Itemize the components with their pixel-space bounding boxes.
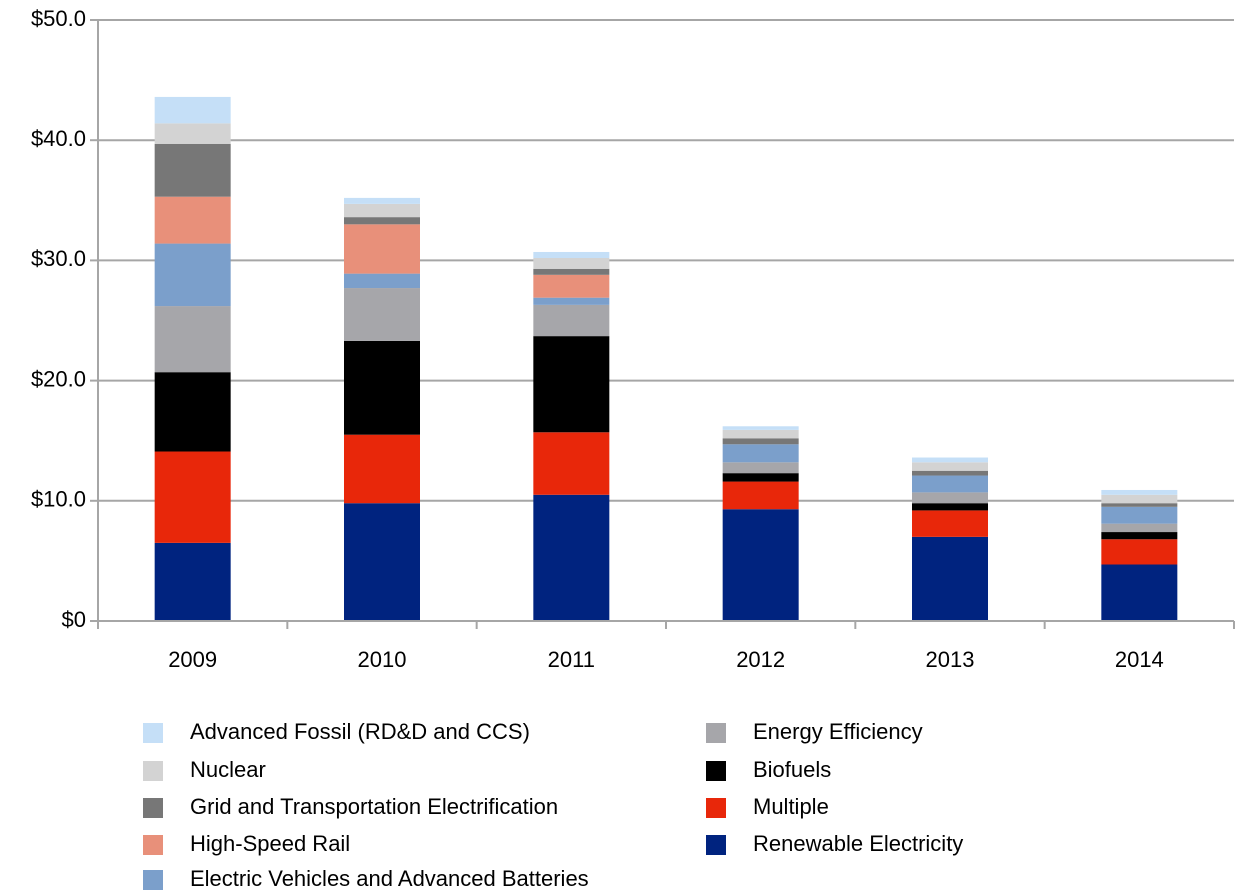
y-tick-label: $0	[62, 607, 86, 632]
legend-swatch	[706, 761, 726, 781]
x-tick-label: 2014	[1115, 647, 1164, 672]
bar-segment	[533, 494, 610, 621]
bar-segment	[1101, 532, 1178, 540]
bar-segment	[154, 123, 231, 144]
bar-segment	[912, 510, 988, 537]
bar-segment	[533, 251, 610, 258]
legend-swatch	[706, 835, 726, 855]
bar-segment	[912, 457, 988, 463]
bar-segment	[912, 470, 988, 476]
bar-segment	[154, 243, 231, 307]
bar-segment	[154, 542, 231, 621]
legend-label: Advanced Fossil (RD&D and CCS)	[190, 719, 530, 744]
bar-segment	[154, 451, 231, 543]
bar-segment	[533, 304, 610, 337]
bar-segment	[912, 462, 988, 471]
bar-segment	[722, 429, 799, 439]
y-tick-label: $50.0	[31, 6, 86, 31]
bar-segment	[722, 509, 799, 621]
x-tick-label: 2009	[168, 647, 217, 672]
bar-segment	[344, 273, 420, 289]
bar-segment	[344, 203, 420, 218]
bar-segment	[533, 336, 610, 433]
bar-segment	[1101, 564, 1178, 621]
y-tick-label: $10.0	[31, 487, 86, 512]
bar-segment	[1101, 494, 1178, 504]
x-tick-label: 2011	[548, 647, 595, 672]
x-tick-label: 2012	[736, 647, 785, 672]
bar-segment	[154, 372, 231, 452]
legend-label: Nuclear	[190, 757, 266, 782]
bar-segment	[722, 462, 799, 474]
legend-label: Energy Efficiency	[753, 719, 923, 744]
legend-swatch	[706, 723, 726, 743]
bar-segment	[1101, 539, 1178, 565]
legend-swatch	[143, 761, 163, 781]
legend-swatch	[143, 835, 163, 855]
bar-segment	[912, 475, 988, 493]
bar-segment	[912, 536, 988, 621]
bar-segment	[154, 96, 231, 124]
bar-segment	[344, 340, 420, 435]
bar-segment	[1101, 523, 1178, 533]
bar-segment	[722, 426, 799, 430]
bar-segment	[154, 306, 231, 373]
y-tick-label: $20.0	[31, 366, 86, 391]
bar-segment	[344, 197, 420, 204]
legend-swatch	[143, 723, 163, 743]
legend-swatch	[143, 870, 163, 890]
bar-segment	[533, 432, 610, 495]
legend-label: Renewable Electricity	[753, 831, 963, 856]
bar-segment	[154, 143, 231, 197]
bar-segment	[344, 434, 420, 504]
legend-swatch	[706, 798, 726, 818]
legend-label: Grid and Transportation Electrification	[190, 794, 558, 819]
bar-segment	[722, 438, 799, 445]
legend-swatch	[143, 798, 163, 818]
bar-segment	[1101, 489, 1178, 495]
bar-segment	[533, 297, 610, 305]
bar-segment	[344, 224, 420, 274]
legend-label: Multiple	[753, 794, 829, 819]
bar-segment	[912, 492, 988, 504]
legend-label: Electric Vehicles and Advanced Batteries	[190, 866, 589, 891]
bar-segment	[533, 268, 610, 275]
bar-segment	[1101, 503, 1178, 507]
bar-segment	[533, 257, 610, 269]
bar-segment	[722, 481, 799, 510]
bar-segment	[912, 503, 988, 511]
bar-segment	[722, 444, 799, 463]
x-tick-label: 2010	[358, 647, 407, 672]
y-tick-label: $40.0	[31, 126, 86, 151]
bar-segment	[344, 288, 420, 341]
bar-segment	[154, 196, 231, 244]
bar-segment	[533, 274, 610, 298]
x-tick-label: 2013	[926, 647, 975, 672]
bar-segment	[1101, 506, 1178, 524]
legend-label: High-Speed Rail	[190, 831, 350, 856]
bar-segment	[344, 217, 420, 225]
legend-label: Biofuels	[753, 757, 831, 782]
bar-segment	[344, 503, 420, 621]
y-tick-label: $30.0	[31, 246, 86, 271]
bar-segment	[722, 473, 799, 482]
